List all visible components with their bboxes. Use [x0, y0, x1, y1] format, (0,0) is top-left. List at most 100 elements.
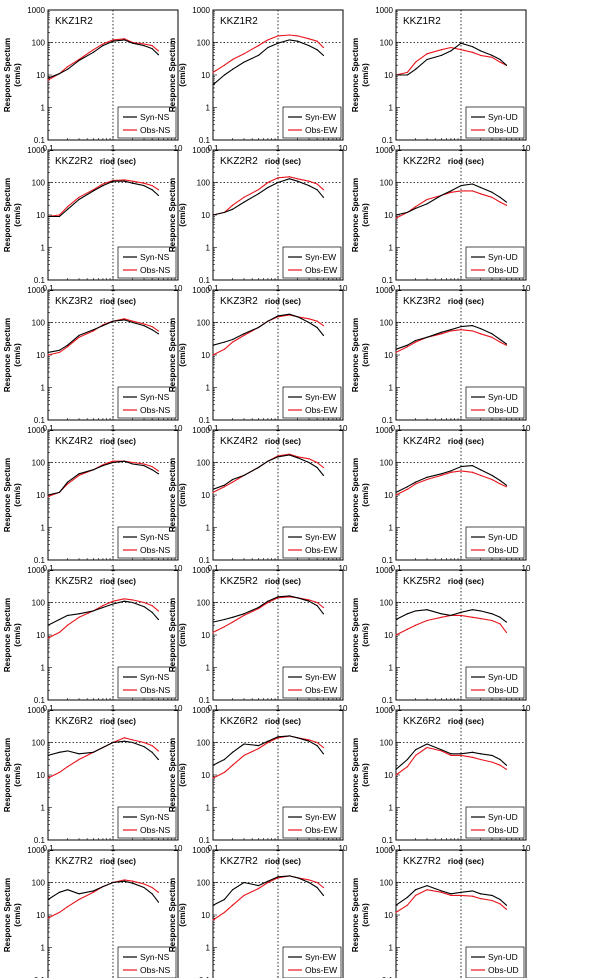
legend-label-obs: Obs-EW [305, 405, 337, 415]
data-point [277, 736, 279, 738]
x-tick-label: 1 [459, 704, 464, 713]
panel-title: KKZ4R2 [55, 436, 93, 447]
panel-title: KKZ4R2 [220, 436, 258, 447]
data-point [308, 740, 310, 742]
panel-title: KKZ6R2 [220, 716, 258, 727]
data-point [257, 747, 260, 750]
data-point [499, 623, 501, 625]
panel-title-box [400, 153, 448, 167]
x-tick-label: 0.1 [390, 284, 402, 293]
data-point [66, 344, 69, 346]
legend-label-obs: Obs-UD [488, 405, 519, 415]
x-tick-label: 10 [522, 704, 531, 713]
panel-title: KKZ3R2 [220, 296, 258, 307]
data-point [58, 349, 61, 351]
data-point [471, 895, 474, 897]
series-line-obs [395, 889, 507, 913]
data-point [499, 764, 501, 766]
data-point [231, 616, 234, 618]
series-line-syn [395, 325, 507, 350]
legend-box [117, 806, 177, 839]
y-axis-title: Responce Spectum [168, 178, 177, 252]
data-point [243, 754, 245, 757]
data-point [151, 189, 153, 191]
y-tick-label: 100 [380, 39, 394, 48]
panel-title-box [52, 293, 100, 307]
data-point [92, 51, 95, 53]
x-tick-label: 1 [276, 424, 281, 433]
data-point [267, 601, 269, 604]
data-point [460, 894, 462, 897]
data-point [414, 68, 417, 70]
data-point [406, 628, 409, 630]
data-point [112, 461, 114, 464]
data-point [223, 74, 226, 76]
legend-box [117, 386, 177, 419]
data-point [505, 486, 508, 488]
y-axis-title: Responce Spectum [168, 38, 177, 112]
data-point [143, 465, 145, 467]
x-tick-label: 1 [276, 844, 281, 853]
data-point [426, 53, 428, 55]
y-tick-label: 0.1 [382, 976, 394, 978]
y-tick-label: 10 [36, 631, 45, 640]
data-point [151, 605, 153, 607]
y-tick-label: 1000 [375, 706, 393, 715]
panel-title: KKZ6R2 [55, 716, 93, 727]
series-line-syn [47, 460, 159, 496]
data-point [460, 611, 462, 613]
y-tick-label: 0.1 [382, 556, 394, 565]
data-point [499, 898, 501, 901]
data-point [123, 460, 126, 462]
data-point [47, 917, 49, 919]
data-point [316, 189, 318, 191]
data-point [505, 204, 508, 206]
data-point [131, 880, 134, 882]
data-point [395, 911, 397, 914]
y-tick-label: 100 [197, 599, 211, 608]
data-point [231, 751, 234, 753]
y-tick-label: 1000 [192, 846, 210, 855]
data-point [440, 54, 443, 57]
data-point [288, 39, 291, 41]
data-point [414, 61, 417, 63]
data-point [308, 879, 310, 881]
data-point [460, 329, 462, 331]
data-point [499, 616, 501, 618]
series-line-syn [47, 319, 159, 353]
data-point [102, 183, 104, 185]
y-tick-label: 10 [384, 911, 393, 920]
data-point [440, 890, 443, 892]
legend-box [282, 106, 342, 139]
data-point [414, 483, 417, 485]
x-tick-label: 1 [276, 564, 281, 573]
legend-label-syn: Syn-NS [140, 812, 170, 822]
series-line-syn [212, 735, 324, 766]
y-axis-title: Responce Spectum [351, 178, 360, 252]
data-point [157, 618, 160, 621]
y-axis-unit: (cm/s) [178, 763, 187, 787]
y-axis-unit: (cm/s) [361, 763, 370, 787]
series-line-syn [395, 183, 507, 216]
data-point [78, 758, 80, 761]
y-tick-label: 100 [32, 879, 46, 888]
y-tick-label: 10 [201, 631, 210, 640]
data-point [395, 768, 397, 770]
data-point [426, 885, 428, 887]
y-tick-label: 1000 [375, 286, 393, 295]
data-point [143, 182, 145, 184]
panel-title-box [52, 713, 100, 727]
y-axis-unit: (cm/s) [13, 623, 22, 647]
data-point [66, 624, 69, 626]
x-tick-label: 1 [459, 844, 464, 853]
x-tick-label: 1 [111, 284, 116, 293]
data-point [479, 469, 482, 471]
data-point [499, 483, 501, 485]
data-point [395, 494, 397, 496]
y-tick-label: 0.1 [34, 136, 46, 145]
y-tick-label: 1 [41, 244, 46, 253]
series-line-syn [212, 39, 324, 86]
data-point [277, 315, 279, 317]
